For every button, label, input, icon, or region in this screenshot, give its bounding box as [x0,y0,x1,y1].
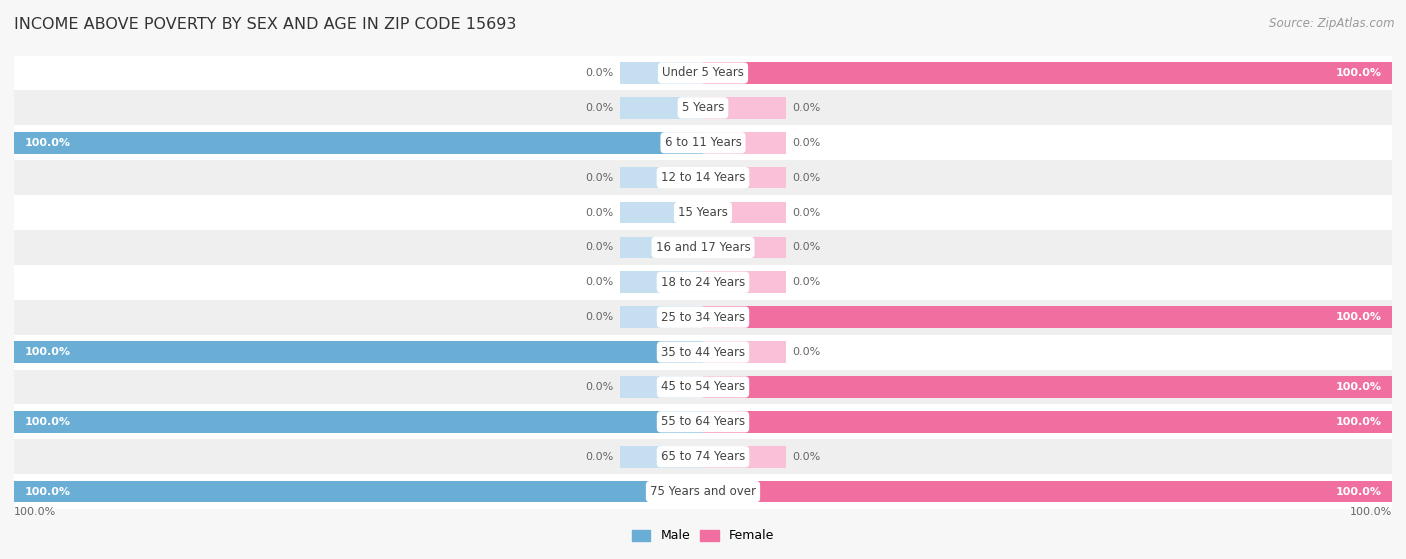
Bar [14,404,1392,439]
Text: 0.0%: 0.0% [585,452,613,462]
Bar [620,236,703,258]
Text: 0.0%: 0.0% [793,277,821,287]
Bar [703,132,786,154]
Text: 100.0%: 100.0% [24,486,70,496]
Bar [703,341,786,363]
Bar [14,369,1392,404]
Text: 55 to 64 Years: 55 to 64 Years [661,415,745,428]
Bar [620,97,703,119]
Text: 0.0%: 0.0% [585,103,613,113]
Text: 45 to 54 Years: 45 to 54 Years [661,381,745,394]
Text: 100.0%: 100.0% [1336,417,1382,427]
Bar [703,481,1392,503]
Bar [14,91,1392,125]
Text: 18 to 24 Years: 18 to 24 Years [661,276,745,289]
Bar [14,411,703,433]
Text: 0.0%: 0.0% [585,173,613,183]
Bar [14,265,1392,300]
Text: 0.0%: 0.0% [585,312,613,322]
Text: 0.0%: 0.0% [793,207,821,217]
Text: 75 Years and over: 75 Years and over [650,485,756,498]
Bar [703,446,786,467]
Bar [14,335,1392,369]
Text: 65 to 74 Years: 65 to 74 Years [661,450,745,463]
Text: 16 and 17 Years: 16 and 17 Years [655,241,751,254]
Text: 25 to 34 Years: 25 to 34 Years [661,311,745,324]
Text: 100.0%: 100.0% [1336,382,1382,392]
Text: 100.0%: 100.0% [24,347,70,357]
Bar [703,167,786,188]
Bar [620,62,703,84]
Text: Under 5 Years: Under 5 Years [662,67,744,79]
Text: Source: ZipAtlas.com: Source: ZipAtlas.com [1270,17,1395,30]
Bar [703,62,1392,84]
Text: 100.0%: 100.0% [14,507,56,517]
Text: 6 to 11 Years: 6 to 11 Years [665,136,741,149]
Text: 12 to 14 Years: 12 to 14 Years [661,171,745,184]
Text: 100.0%: 100.0% [1350,507,1392,517]
Bar [14,439,1392,474]
Legend: Male, Female: Male, Female [627,524,779,547]
Bar [620,272,703,293]
Bar [14,474,1392,509]
Text: 0.0%: 0.0% [793,173,821,183]
Bar [14,160,1392,195]
Text: 35 to 44 Years: 35 to 44 Years [661,345,745,358]
Bar [620,306,703,328]
Bar [703,236,786,258]
Bar [14,55,1392,91]
Bar [620,167,703,188]
Bar [14,341,703,363]
Text: 0.0%: 0.0% [585,277,613,287]
Bar [703,411,1392,433]
Text: 5 Years: 5 Years [682,101,724,115]
Bar [620,446,703,467]
Text: 100.0%: 100.0% [24,138,70,148]
Text: 0.0%: 0.0% [585,382,613,392]
Bar [14,132,703,154]
Text: 100.0%: 100.0% [24,417,70,427]
Text: 100.0%: 100.0% [1336,486,1382,496]
Text: 0.0%: 0.0% [793,138,821,148]
Text: 0.0%: 0.0% [793,347,821,357]
Text: 100.0%: 100.0% [1336,68,1382,78]
Text: 100.0%: 100.0% [1336,312,1382,322]
Text: 0.0%: 0.0% [585,243,613,253]
Bar [703,202,786,224]
Bar [14,481,703,503]
Bar [14,300,1392,335]
Bar [703,306,1392,328]
Bar [703,376,1392,398]
Bar [14,125,1392,160]
Text: 0.0%: 0.0% [793,243,821,253]
Bar [620,376,703,398]
Text: 0.0%: 0.0% [585,68,613,78]
Bar [703,97,786,119]
Text: 0.0%: 0.0% [793,452,821,462]
Text: 15 Years: 15 Years [678,206,728,219]
Bar [703,272,786,293]
Bar [14,195,1392,230]
Bar [620,202,703,224]
Text: 0.0%: 0.0% [585,207,613,217]
Text: INCOME ABOVE POVERTY BY SEX AND AGE IN ZIP CODE 15693: INCOME ABOVE POVERTY BY SEX AND AGE IN Z… [14,17,516,32]
Text: 0.0%: 0.0% [793,103,821,113]
Bar [14,230,1392,265]
